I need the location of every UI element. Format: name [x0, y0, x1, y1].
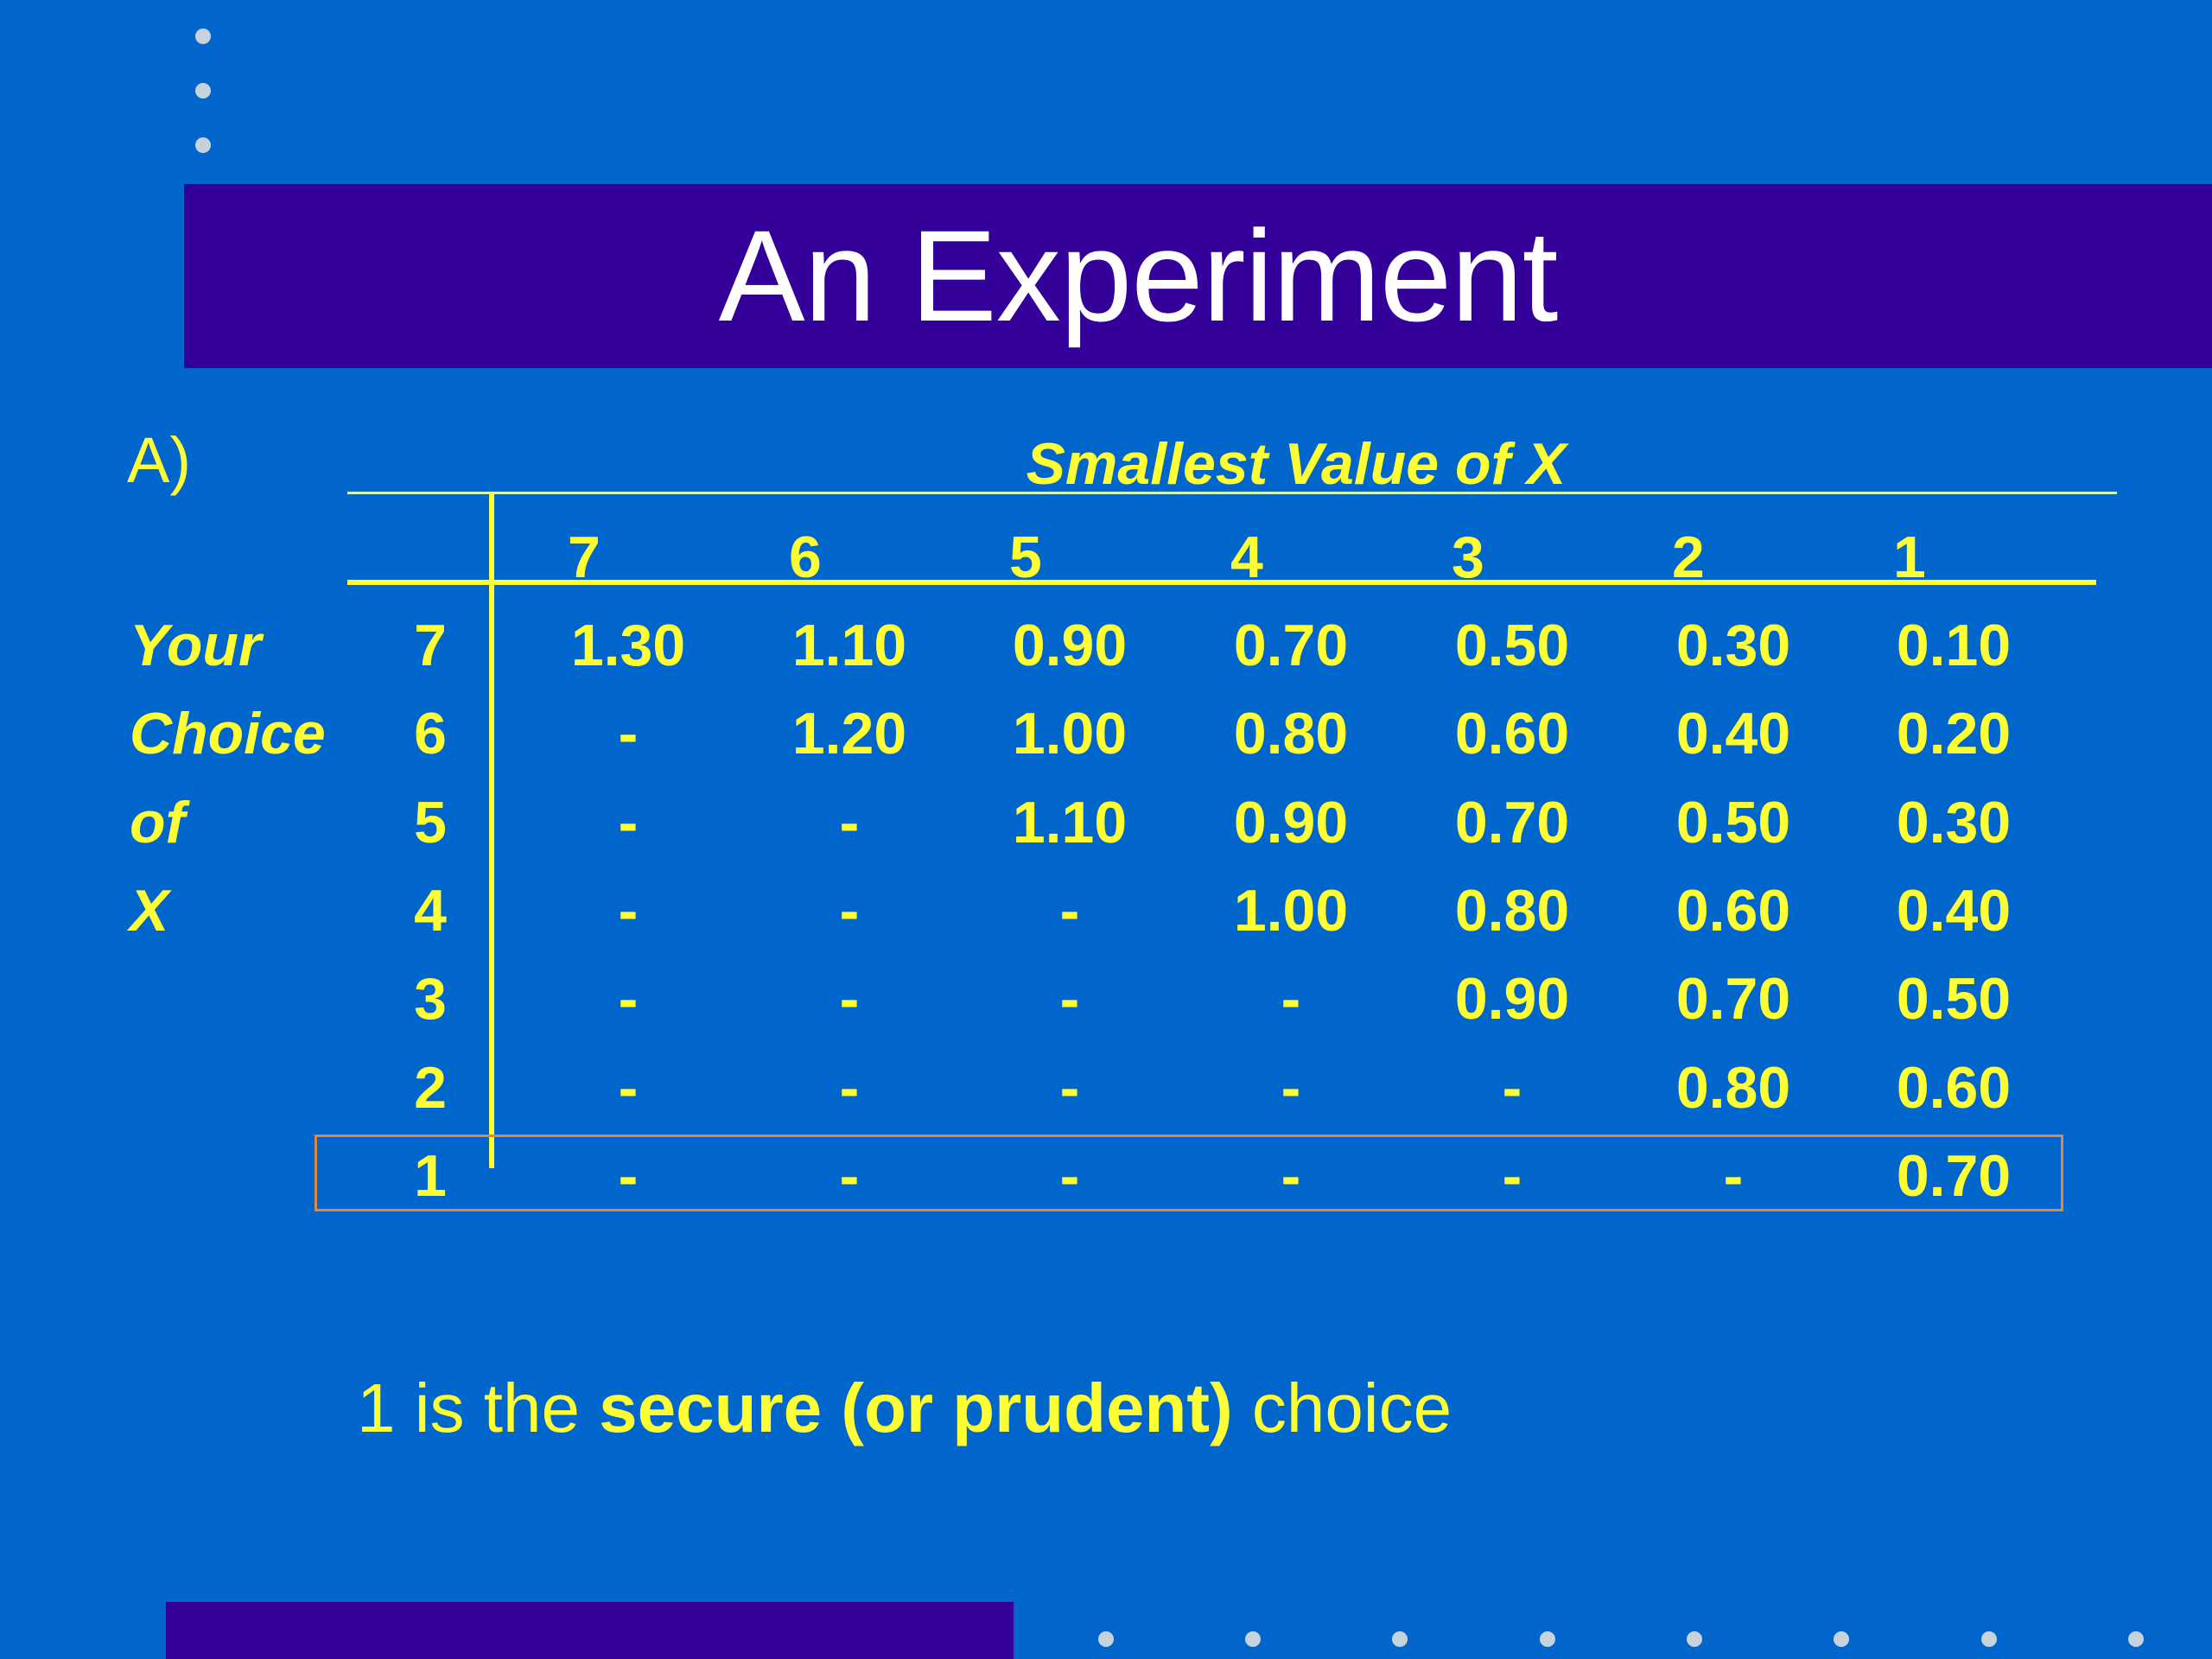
column-number: 3	[1452, 524, 1484, 590]
table-cell: 0.90	[1454, 966, 1570, 1032]
table-cell: -	[839, 1143, 860, 1209]
row-choice-number: 6	[414, 701, 447, 766]
table-cell: -	[1281, 966, 1301, 1032]
table-cell: 0.50	[1454, 613, 1570, 678]
table-cell: -	[1059, 966, 1080, 1032]
table-cell: -	[1502, 1055, 1522, 1121]
row-choice-number: 1	[414, 1143, 447, 1209]
decor-dot	[1245, 1631, 1261, 1647]
row-choice-number: 7	[414, 613, 447, 678]
table-cell: 0.30	[1675, 613, 1791, 678]
row-choice-number: 2	[414, 1055, 447, 1121]
table-cell: -	[618, 701, 639, 766]
table-cell: 0.80	[1454, 878, 1570, 944]
decor-dot	[195, 29, 211, 44]
row-header-label: Your	[130, 613, 262, 678]
table-cell: -	[839, 790, 860, 855]
table-cell: -	[618, 790, 639, 855]
decor-dot	[1981, 1631, 1997, 1647]
table-cell: 0.20	[1896, 701, 2012, 766]
column-number: 6	[789, 524, 822, 590]
decor-dot	[1687, 1631, 1702, 1647]
caption: 1 is the secure (or prudent) choice	[357, 1367, 1452, 1450]
caption-emphasis: secure (or prudent)	[599, 1370, 1233, 1446]
column-number: 4	[1230, 524, 1263, 590]
header-bottom-rule	[347, 580, 2096, 585]
row-choice-number: 3	[414, 966, 447, 1032]
column-header-title: Smallest Value of X	[1026, 431, 1567, 497]
table-cell: 1.30	[570, 613, 686, 678]
row-header-label: of	[130, 790, 186, 855]
decor-dot	[2128, 1631, 2144, 1647]
bottom-decor-bar	[166, 1602, 1014, 1659]
table-cell: 1.10	[791, 613, 907, 678]
table-cell: 0.40	[1675, 701, 1791, 766]
highlighted-row-box	[315, 1135, 2063, 1211]
decor-dot	[1540, 1631, 1555, 1647]
row-choice-number: 5	[414, 790, 447, 855]
decor-dot	[195, 137, 211, 153]
row-header-label: X	[130, 878, 169, 944]
table-cell: 0.70	[1675, 966, 1791, 1032]
table-cell: 0.90	[1012, 613, 1128, 678]
table-cell: 0.70	[1454, 790, 1570, 855]
table-cell: -	[618, 1055, 639, 1121]
table-cell: 0.70	[1896, 1143, 2012, 1209]
table-cell: -	[1059, 878, 1080, 944]
column-number: 1	[1893, 524, 1926, 590]
table-cell: -	[1281, 1143, 1301, 1209]
table-cell: -	[1281, 1055, 1301, 1121]
table-cell: -	[1502, 1143, 1522, 1209]
table-cell: 0.30	[1896, 790, 2012, 855]
table-cell: 0.70	[1233, 613, 1349, 678]
table-cell: -	[1059, 1055, 1080, 1121]
table-cell: 1.10	[1012, 790, 1128, 855]
table-cell: 0.90	[1233, 790, 1349, 855]
slide-title: An Experiment	[718, 203, 1559, 348]
table-cell: 1.20	[791, 701, 907, 766]
table-cell: -	[839, 966, 860, 1032]
header-top-rule	[347, 492, 2117, 494]
table-cell: 1.00	[1233, 878, 1349, 944]
table-cell: 0.60	[1896, 1055, 2012, 1121]
row-header-label: Choice	[130, 701, 326, 766]
decor-dot	[195, 83, 211, 99]
section-label: A)	[127, 424, 191, 496]
table-cell: 0.80	[1233, 701, 1349, 766]
table-cell: -	[839, 1055, 860, 1121]
decor-dot	[1834, 1631, 1849, 1647]
title-bar: An Experiment	[184, 184, 2212, 368]
table-cell: 0.60	[1454, 701, 1570, 766]
column-number: 7	[568, 524, 601, 590]
column-number: 5	[1009, 524, 1042, 590]
table-cell: 0.40	[1896, 878, 2012, 944]
table-cell: -	[1059, 1143, 1080, 1209]
table-cell: -	[618, 1143, 639, 1209]
decor-dot	[1098, 1631, 1114, 1647]
caption-suffix: choice	[1232, 1370, 1452, 1446]
caption-prefix: 1 is the	[357, 1370, 600, 1446]
decor-dot	[1392, 1631, 1408, 1647]
table-cell: -	[839, 878, 860, 944]
table-cell: 0.50	[1675, 790, 1791, 855]
table-cell: 0.80	[1675, 1055, 1791, 1121]
table-cell: 1.00	[1012, 701, 1128, 766]
table-cell: -	[1723, 1143, 1744, 1209]
row-header-divider	[489, 492, 494, 1168]
table-cell: -	[618, 878, 639, 944]
table-cell: 0.60	[1675, 878, 1791, 944]
table-cell: 0.10	[1896, 613, 2012, 678]
table-cell: 0.50	[1896, 966, 2012, 1032]
column-number: 2	[1672, 524, 1705, 590]
table-cell: -	[618, 966, 639, 1032]
row-choice-number: 4	[414, 878, 447, 944]
